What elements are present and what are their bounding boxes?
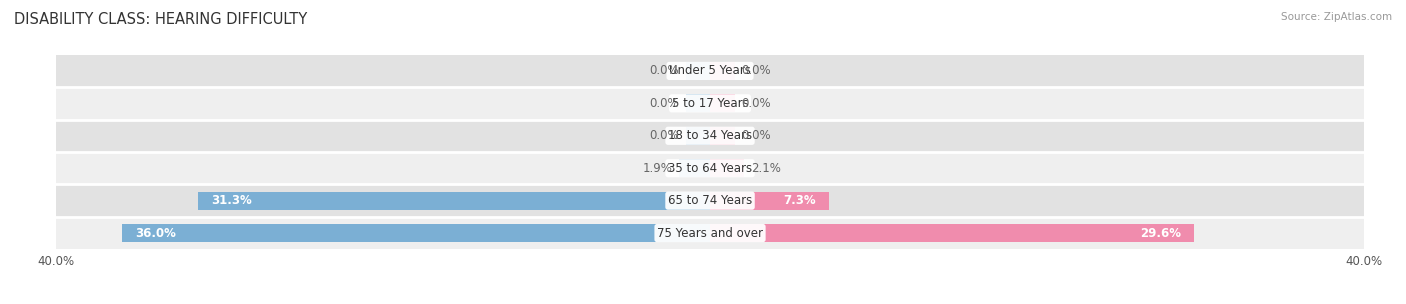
Bar	[56, 217, 1364, 249]
Bar	[56, 55, 1364, 87]
Text: 0.0%: 0.0%	[741, 64, 770, 78]
Text: 65 to 74 Years: 65 to 74 Years	[668, 194, 752, 207]
Bar	[56, 119, 1364, 152]
Bar	[56, 152, 1364, 185]
Bar	[710, 159, 744, 177]
Bar	[679, 159, 710, 177]
Text: 1.9%: 1.9%	[643, 162, 672, 175]
Text: Source: ZipAtlas.com: Source: ZipAtlas.com	[1281, 12, 1392, 22]
Text: 0.0%: 0.0%	[741, 129, 770, 142]
Bar	[56, 87, 1364, 119]
Text: 18 to 34 Years: 18 to 34 Years	[668, 129, 752, 142]
Text: 35 to 64 Years: 35 to 64 Years	[668, 162, 752, 175]
Text: 0.0%: 0.0%	[741, 97, 770, 110]
Bar	[686, 95, 710, 112]
Bar	[710, 192, 830, 209]
Bar	[198, 192, 710, 209]
Legend: Male, Female: Male, Female	[644, 303, 776, 304]
Text: 0.0%: 0.0%	[650, 129, 679, 142]
Bar	[710, 127, 734, 145]
Bar	[686, 127, 710, 145]
Text: 0.0%: 0.0%	[650, 97, 679, 110]
Bar	[686, 62, 710, 80]
Text: Under 5 Years: Under 5 Years	[669, 64, 751, 78]
Text: 31.3%: 31.3%	[211, 194, 252, 207]
Bar	[710, 95, 734, 112]
Bar	[710, 62, 734, 80]
Text: 7.3%: 7.3%	[783, 194, 817, 207]
Text: 29.6%: 29.6%	[1140, 226, 1181, 240]
Bar	[121, 224, 710, 242]
Text: 5 to 17 Years: 5 to 17 Years	[672, 97, 748, 110]
Text: 2.1%: 2.1%	[751, 162, 780, 175]
Text: DISABILITY CLASS: HEARING DIFFICULTY: DISABILITY CLASS: HEARING DIFFICULTY	[14, 12, 308, 27]
Bar	[56, 185, 1364, 217]
Text: 75 Years and over: 75 Years and over	[657, 226, 763, 240]
Bar	[710, 224, 1194, 242]
Text: 0.0%: 0.0%	[650, 64, 679, 78]
Text: 36.0%: 36.0%	[135, 226, 176, 240]
